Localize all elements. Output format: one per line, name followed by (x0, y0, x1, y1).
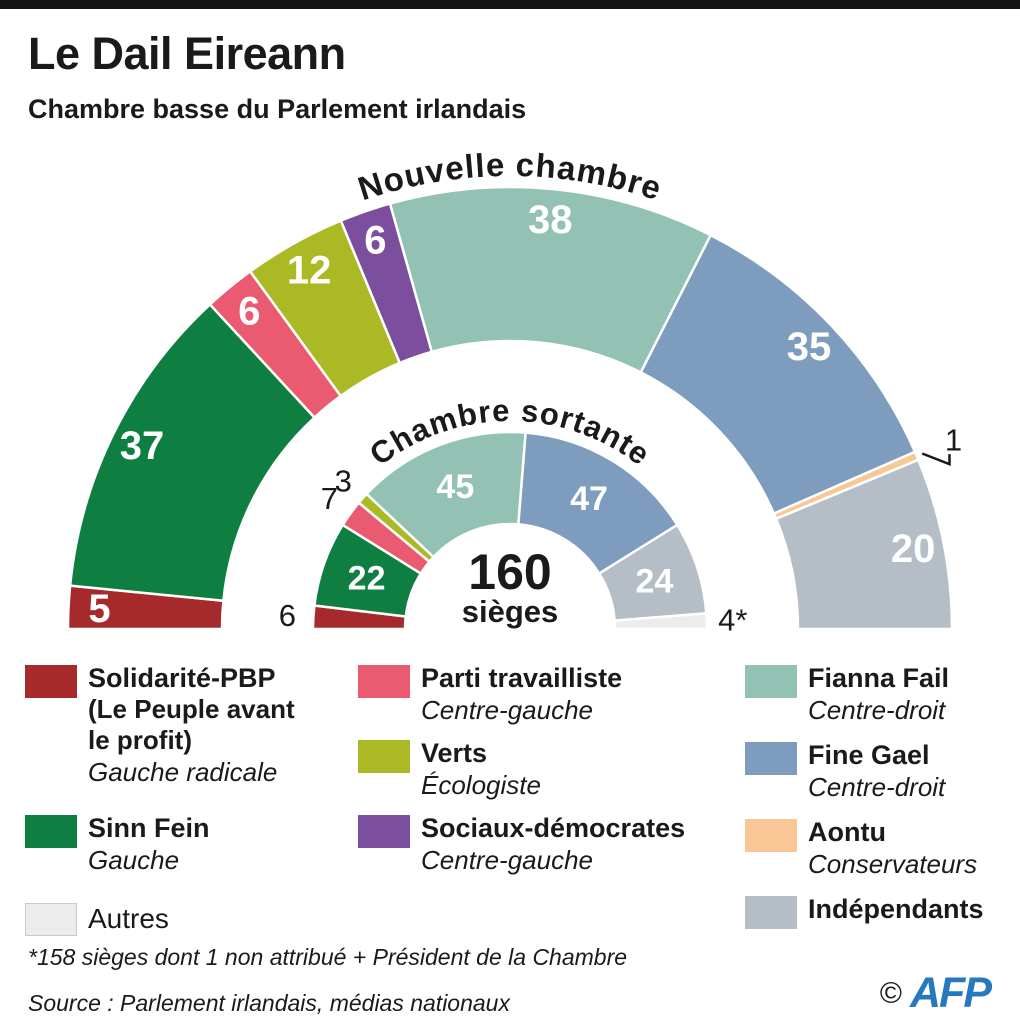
legend-party-name-extra: le profit) (88, 725, 192, 755)
total-seats-unit: sièges (462, 594, 559, 629)
seat-count-outer-fine-gael: 35 (787, 325, 832, 369)
seat-count-outer-sociaux-democrates: 6 (364, 219, 386, 263)
legend-entry-fine-gael: Fine Gael Centre-droit (745, 740, 1017, 803)
legend: Solidarité-PBP (Le Peuple avant le profit)… (0, 663, 1020, 943)
afp-credit: © AFP (879, 969, 992, 1017)
seat-count-inner-fine-gael: 47 (570, 480, 608, 518)
legend-party-orientation: Centre-gauche (421, 695, 593, 725)
legend-party-name: Autres (88, 903, 169, 934)
legend-text-autres: Autres (88, 901, 169, 936)
copyright-icon: © (879, 976, 902, 1010)
legend-text-fine-gael: Fine Gael Centre-droit (808, 740, 945, 803)
seat-count-outer-parti-travailliste: 6 (238, 289, 260, 333)
legend-party-name: Fine Gael (808, 740, 930, 770)
legend-party-name: Sinn Fein (88, 813, 210, 843)
legend-column-3: Fianna Fail Centre-droit Fine Gael Centre-d… (745, 663, 1017, 929)
legend-swatch-aontu (745, 819, 797, 852)
legend-entry-autres: Autres (25, 901, 355, 936)
legend-swatch-sinn-fein (25, 815, 77, 848)
seat-count-inner-autres: 4* (718, 603, 747, 638)
legend-entry-sinn-fein: Sinn Fein Gauche (25, 813, 355, 876)
legend-party-orientation: Centre-droit (808, 695, 946, 725)
seat-count-outer-verts: 12 (287, 248, 332, 292)
legend-party-orientation: Conservateurs (808, 849, 978, 879)
legend-entry-fianna-fail: Fianna Fail Centre-droit (745, 663, 1017, 726)
legend-swatch-independants (745, 896, 797, 929)
page-title: Le Dail Eireann (28, 28, 346, 79)
seat-count-outer-sinn-fein: 37 (120, 424, 165, 468)
seat-count-outer-independants: 20 (891, 527, 936, 571)
footnote: *158 sièges dont 1 non attribué + Présid… (28, 944, 628, 970)
legend-party-name-extra: (Le Peuple avant (88, 694, 295, 724)
legend-text-fianna-fail: Fianna Fail Centre-droit (808, 663, 949, 726)
total-seats-value: 160 (468, 544, 551, 600)
legend-swatch-parti-travailliste (358, 665, 410, 698)
legend-swatch-fine-gael (745, 742, 797, 775)
source-line: Source : Parlement irlandais, médias nat… (28, 990, 510, 1016)
legend-text-verts: Verts Écologiste (421, 738, 541, 801)
legend-text-aontu: Aontu Conservateurs (808, 817, 977, 880)
legend-party-name: Indépendants (808, 894, 984, 924)
seat-count-outer-fianna-fail: 38 (528, 198, 573, 242)
seat-count-inner-fianna-fail: 45 (436, 468, 474, 506)
legend-swatch-verts (358, 740, 410, 773)
seat-count-outer-solidarite-pbp: 5 (88, 587, 110, 631)
top-accent-bar (0, 0, 1020, 9)
legend-party-name: Parti travailliste (421, 663, 623, 693)
legend-entry-aontu: Aontu Conservateurs (745, 817, 1017, 880)
legend-party-name: Fianna Fail (808, 663, 950, 693)
legend-party-orientation: Gauche (88, 845, 180, 875)
segment-inner-autres (613, 612, 709, 631)
legend-entry-parti-travailliste: Parti travailliste Centre-gauche (358, 663, 738, 726)
legend-swatch-sociaux-democrates (358, 815, 410, 848)
callout-line-aontu (921, 452, 951, 467)
legend-party-name: Sociaux-démocrates (421, 813, 686, 843)
legend-text-solidarite-pbp: Solidarité-PBP (Le Peuple avant le profit)… (88, 663, 295, 788)
legend-text-independants: Indépendants (808, 894, 984, 925)
legend-party-orientation: Centre-gauche (421, 845, 593, 875)
seat-count-inner-independants: 24 (635, 562, 673, 600)
legend-party-orientation: Gauche radicale (88, 757, 278, 787)
segment-outer-independants (774, 458, 954, 631)
legend-party-name: Solidarité-PBP (88, 663, 276, 693)
legend-entry-solidarite-pbp: Solidarité-PBP (Le Peuple avant le profit)… (25, 663, 355, 788)
legend-column-1: Solidarité-PBP (Le Peuple avant le profit)… (25, 663, 355, 936)
legend-party-name: Verts (421, 738, 488, 768)
legend-text-parti-travailliste: Parti travailliste Centre-gauche (421, 663, 622, 726)
legend-text-sinn-fein: Sinn Fein Gauche (88, 813, 210, 876)
legend-party-orientation: Centre-droit (808, 772, 946, 802)
legend-party-name: Aontu (808, 817, 886, 847)
afp-logo: AFP (910, 969, 992, 1017)
seat-count-inner-solidarite-pbp: 6 (279, 598, 296, 633)
legend-entry-independants: Indépendants (745, 894, 1017, 929)
legend-entry-sociaux-democrates: Sociaux-démocrates Centre-gauche (358, 813, 738, 876)
legend-entry-verts: Verts Écologiste (358, 738, 738, 801)
legend-party-orientation: Écologiste (421, 770, 541, 800)
seat-count-inner-verts: 3 (335, 463, 352, 498)
page-subtitle: Chambre basse du Parlement irlandais (28, 94, 527, 124)
legend-swatch-autres (25, 903, 77, 936)
seat-count-inner-sinn-fein: 22 (348, 560, 386, 598)
legend-swatch-fianna-fail (745, 665, 797, 698)
seat-count-inner-parti-travailliste: 7 (321, 481, 338, 516)
legend-text-sociaux-democrates: Sociaux-démocrates Centre-gauche (421, 813, 685, 876)
legend-swatch-solidarite-pbp (25, 665, 77, 698)
seat-count-outer-aontu: 1 (945, 423, 962, 458)
legend-column-2: Parti travailliste Centre-gauche Verts Écol… (358, 663, 738, 876)
